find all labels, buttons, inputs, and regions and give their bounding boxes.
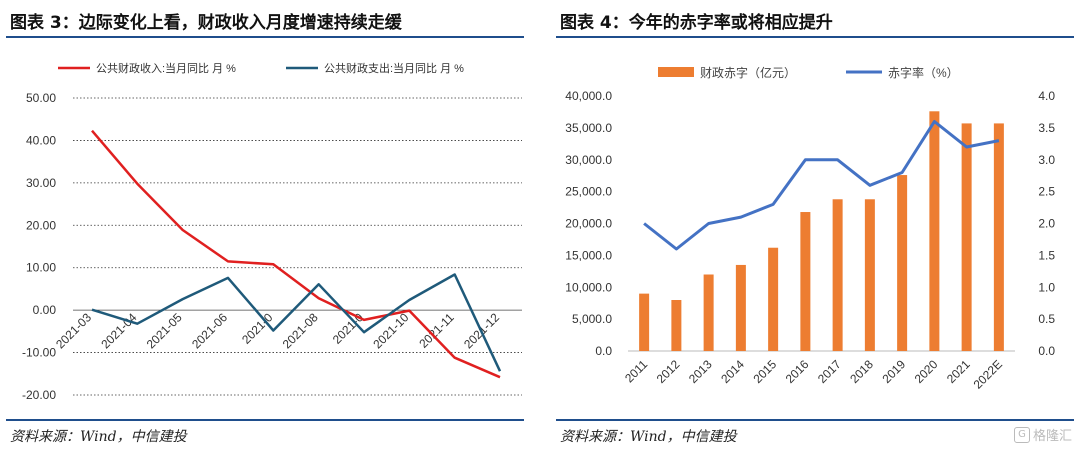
y-left-tick-label: 15,000.0 [565, 248, 612, 262]
deficit-bar [864, 199, 875, 351]
left-line-chart: 公共财政收入:当月同比 月 % 公共财政支出:当月同比 月 % -20.00 -10.… [22, 61, 522, 402]
y-tick-label: 20.00 [26, 218, 56, 232]
y-left-tick-label: 20,000.0 [565, 217, 612, 231]
x-tick-label: 2014 [718, 357, 747, 386]
watermark-logo-icon: G [1013, 426, 1030, 443]
x-tick-label: 2018 [847, 357, 876, 386]
x-tick-label: 2012 [654, 357, 683, 386]
x-tick-label: 2019 [879, 357, 908, 386]
y-left-tick-label: 5,000.0 [572, 312, 612, 326]
right-title-rule [556, 36, 1074, 38]
y-tick-label: -10.00 [22, 346, 56, 360]
deficit-bar [800, 212, 811, 351]
legend-swatch [658, 67, 694, 77]
deficit-bar [703, 274, 714, 351]
y-tick-label: 40.00 [26, 133, 56, 147]
y-tick-label: 50.00 [26, 91, 56, 105]
x-tick-label: 2021-06 [189, 310, 230, 351]
x-tick-label: 2021-03 [53, 310, 94, 351]
y-left-tick-label: 40,000.0 [565, 89, 612, 103]
revenue-series-line [91, 129, 501, 379]
y-right-tick-label: 2.5 [1038, 185, 1055, 199]
deficit-bar [929, 111, 940, 351]
right-chart-title: 图表 4：今年的赤字率或将相应提升 [560, 13, 833, 33]
y-right-tick-label: 0.5 [1038, 312, 1055, 326]
deficit-bar [832, 199, 843, 351]
deficit-bar [768, 247, 779, 351]
x-tick-label: 2015 [750, 357, 779, 386]
y-right-tick-label: 1.5 [1038, 248, 1055, 262]
x-tick-label: 2013 [686, 357, 715, 386]
x-tick-label: 2016 [783, 357, 812, 386]
x-tick-label: 2021-11 [416, 310, 457, 351]
left-chart-title: 图表 3：边际变化上看，财政收入月度增速持续走缓 [10, 13, 402, 33]
y-tick-label: 30.00 [26, 176, 56, 190]
right-chart-source: 资料来源：Wind，中信建投 [560, 429, 737, 445]
left-title-rule [6, 36, 524, 38]
deficit-ratio-line [643, 120, 1000, 251]
y-right-tick-label: 2.0 [1038, 217, 1055, 231]
y-right-tick-label: 3.0 [1038, 153, 1055, 167]
legend-label: 赤字率（%） [888, 65, 959, 80]
left-chart-panel: 图表 3：边际变化上看，财政收入月度增速持续走缓 公共财政收入:当月同比 月 %… [0, 0, 530, 454]
y-right-tick-label: 3.5 [1038, 121, 1055, 135]
y-right-tick-label: 0.0 [1038, 344, 1055, 358]
watermark-text: 格隆汇 [1032, 429, 1072, 444]
right-source-rule [556, 419, 1074, 421]
x-tick-label: 2011 [622, 357, 650, 385]
y-left-tick-label: 30,000.0 [565, 153, 612, 167]
deficit-bar [961, 123, 972, 351]
y-tick-label: 10.00 [26, 261, 56, 275]
x-tick-label: 2017 [815, 357, 844, 386]
left-source-rule [6, 419, 524, 421]
x-tick-label: 2020 [912, 357, 941, 386]
y-tick-label: -20.00 [22, 388, 56, 402]
y-left-tick-label: 0.0 [595, 344, 612, 358]
expenditure-series-line [91, 273, 502, 372]
x-tick-label: 2021-04 [98, 310, 139, 351]
right-chart-panel: 图表 4：今年的赤字率或将相应提升 财政赤字（亿元） 赤字率（%） 0.0 5,000… [550, 0, 1080, 454]
y-tick-label: 0.00 [33, 303, 57, 317]
x-tick-label: 2022E [971, 357, 1005, 391]
right-combo-chart: 财政赤字（亿元） 赤字率（%） 0.0 5,000.0 10,000.0 15,000.0… [565, 65, 1055, 392]
legend-label: 财政赤字（亿元） [700, 65, 796, 80]
deficit-bar [671, 300, 682, 351]
legend-label: 公共财政收入:当月同比 月 % [96, 61, 236, 75]
watermark: G 格隆汇 [1013, 425, 1072, 444]
deficit-bar [993, 123, 1004, 351]
deficit-bar [639, 293, 650, 351]
y-left-tick-label: 25,000.0 [565, 185, 612, 199]
deficit-bar [735, 264, 746, 351]
left-chart-source: 资料来源：Wind，中信建投 [10, 429, 187, 445]
y-right-tick-label: 4.0 [1038, 89, 1055, 103]
y-left-tick-label: 35,000.0 [565, 121, 612, 135]
legend-label: 公共财政支出:当月同比 月 % [324, 61, 464, 75]
y-right-tick-label: 1.0 [1038, 280, 1055, 294]
y-left-tick-label: 10,000.0 [565, 280, 612, 294]
x-tick-label: 2021 [944, 357, 973, 386]
deficit-bar [897, 175, 908, 351]
